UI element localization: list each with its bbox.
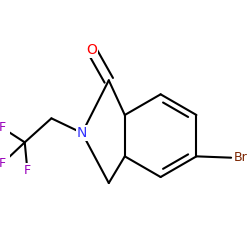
Text: F: F	[24, 164, 31, 177]
Text: Br: Br	[234, 151, 247, 164]
Text: F: F	[0, 157, 6, 170]
Text: N: N	[77, 126, 87, 140]
Text: F: F	[0, 121, 6, 134]
Text: O: O	[86, 42, 97, 56]
